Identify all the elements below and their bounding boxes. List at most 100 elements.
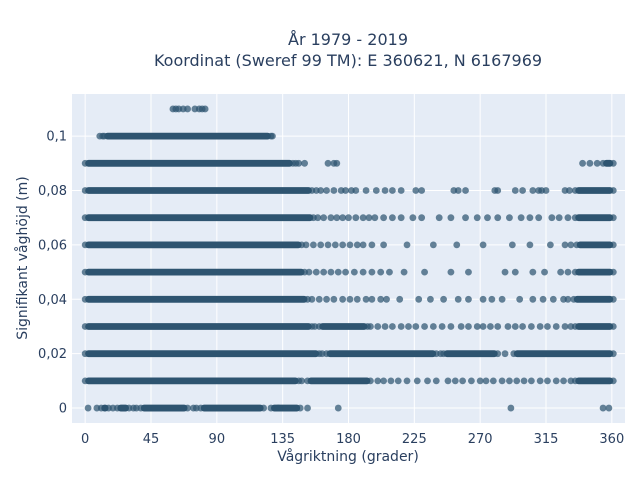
- data-point: [609, 187, 617, 194]
- data-point: [451, 377, 459, 385]
- data-point: [552, 377, 560, 385]
- data-point: [315, 295, 323, 303]
- data-point: [421, 323, 428, 330]
- dense-point-run: [85, 323, 312, 330]
- data-point: [494, 187, 502, 194]
- data-point: [609, 268, 617, 276]
- data-point: [494, 323, 502, 330]
- data-point: [536, 323, 544, 330]
- data-point: [573, 241, 581, 249]
- data-point: [494, 350, 502, 358]
- data-point: [346, 241, 354, 249]
- x-tick-label: 225: [402, 432, 427, 447]
- data-point: [429, 241, 437, 249]
- data-point: [365, 214, 373, 222]
- data-point: [267, 404, 275, 412]
- data-point: [539, 295, 547, 303]
- data-point: [438, 323, 446, 330]
- data-point: [447, 323, 455, 330]
- data-point: [352, 187, 360, 194]
- data-point: [371, 214, 379, 222]
- data-point: [81, 241, 89, 249]
- data-point: [453, 241, 461, 249]
- data-point: [330, 187, 338, 194]
- data-point: [526, 214, 534, 222]
- data-point: [535, 214, 543, 222]
- data-point: [269, 132, 276, 140]
- data-point: [529, 187, 537, 194]
- data-point: [377, 295, 385, 303]
- data-point: [494, 214, 502, 222]
- data-point: [536, 377, 544, 385]
- data-point: [380, 214, 388, 222]
- data-point: [403, 241, 411, 249]
- data-point: [567, 377, 575, 385]
- data-point: [339, 241, 347, 249]
- data-point: [520, 377, 528, 385]
- data-point: [479, 295, 487, 303]
- data-point: [323, 187, 330, 194]
- data-point: [334, 404, 342, 412]
- data-point: [473, 323, 481, 330]
- data-point: [498, 295, 506, 303]
- data-point: [377, 268, 385, 276]
- data-point: [320, 268, 328, 276]
- data-point: [437, 350, 445, 358]
- x-tick-label: 180: [336, 432, 361, 447]
- data-point: [413, 377, 421, 385]
- data-point: [324, 241, 332, 249]
- data-point: [593, 159, 601, 167]
- data-point: [132, 404, 140, 412]
- data-point: [387, 377, 395, 385]
- data-point: [368, 241, 376, 249]
- y-tick-label: 0,08: [38, 184, 67, 199]
- data-point: [381, 187, 389, 194]
- data-point: [506, 377, 513, 385]
- data-point: [435, 214, 443, 222]
- dense-point-run: [85, 187, 312, 194]
- data-point: [609, 350, 617, 358]
- data-point: [374, 323, 382, 330]
- y-tick-label: 0,02: [38, 347, 67, 362]
- data-point: [609, 323, 617, 330]
- data-point: [405, 323, 412, 330]
- data-point: [339, 214, 347, 222]
- data-point: [311, 323, 319, 330]
- data-point: [394, 377, 402, 385]
- data-point: [362, 295, 370, 303]
- dense-point-run: [319, 323, 368, 330]
- dense-point-run: [85, 268, 305, 276]
- data-point: [323, 295, 330, 303]
- data-point: [484, 214, 491, 222]
- data-point: [400, 268, 408, 276]
- data-point: [359, 214, 367, 222]
- data-point: [368, 268, 376, 276]
- data-point: [552, 323, 560, 330]
- data-point: [302, 241, 310, 249]
- dense-point-run: [326, 350, 437, 358]
- data-point: [424, 377, 431, 385]
- y-axis-title: Signifikant våghöjd (m): [14, 176, 31, 339]
- dense-point-run: [200, 404, 264, 412]
- data-point: [506, 214, 513, 222]
- data-point: [586, 159, 594, 167]
- data-point: [609, 214, 617, 222]
- data-point: [567, 241, 575, 249]
- data-point: [397, 187, 405, 194]
- data-point: [571, 268, 579, 276]
- data-point: [367, 377, 374, 385]
- data-point: [511, 323, 519, 330]
- data-point: [295, 159, 303, 167]
- data-point: [383, 295, 390, 303]
- data-point: [457, 323, 465, 330]
- data-point: [403, 377, 411, 385]
- data-point: [609, 377, 617, 385]
- data-point: [579, 159, 586, 167]
- data-point: [260, 404, 268, 412]
- data-point: [507, 404, 515, 412]
- data-point: [599, 159, 607, 167]
- data-point: [447, 268, 455, 276]
- x-tick-label: 315: [534, 432, 559, 447]
- dense-point-run: [85, 350, 320, 358]
- data-points: [81, 105, 617, 412]
